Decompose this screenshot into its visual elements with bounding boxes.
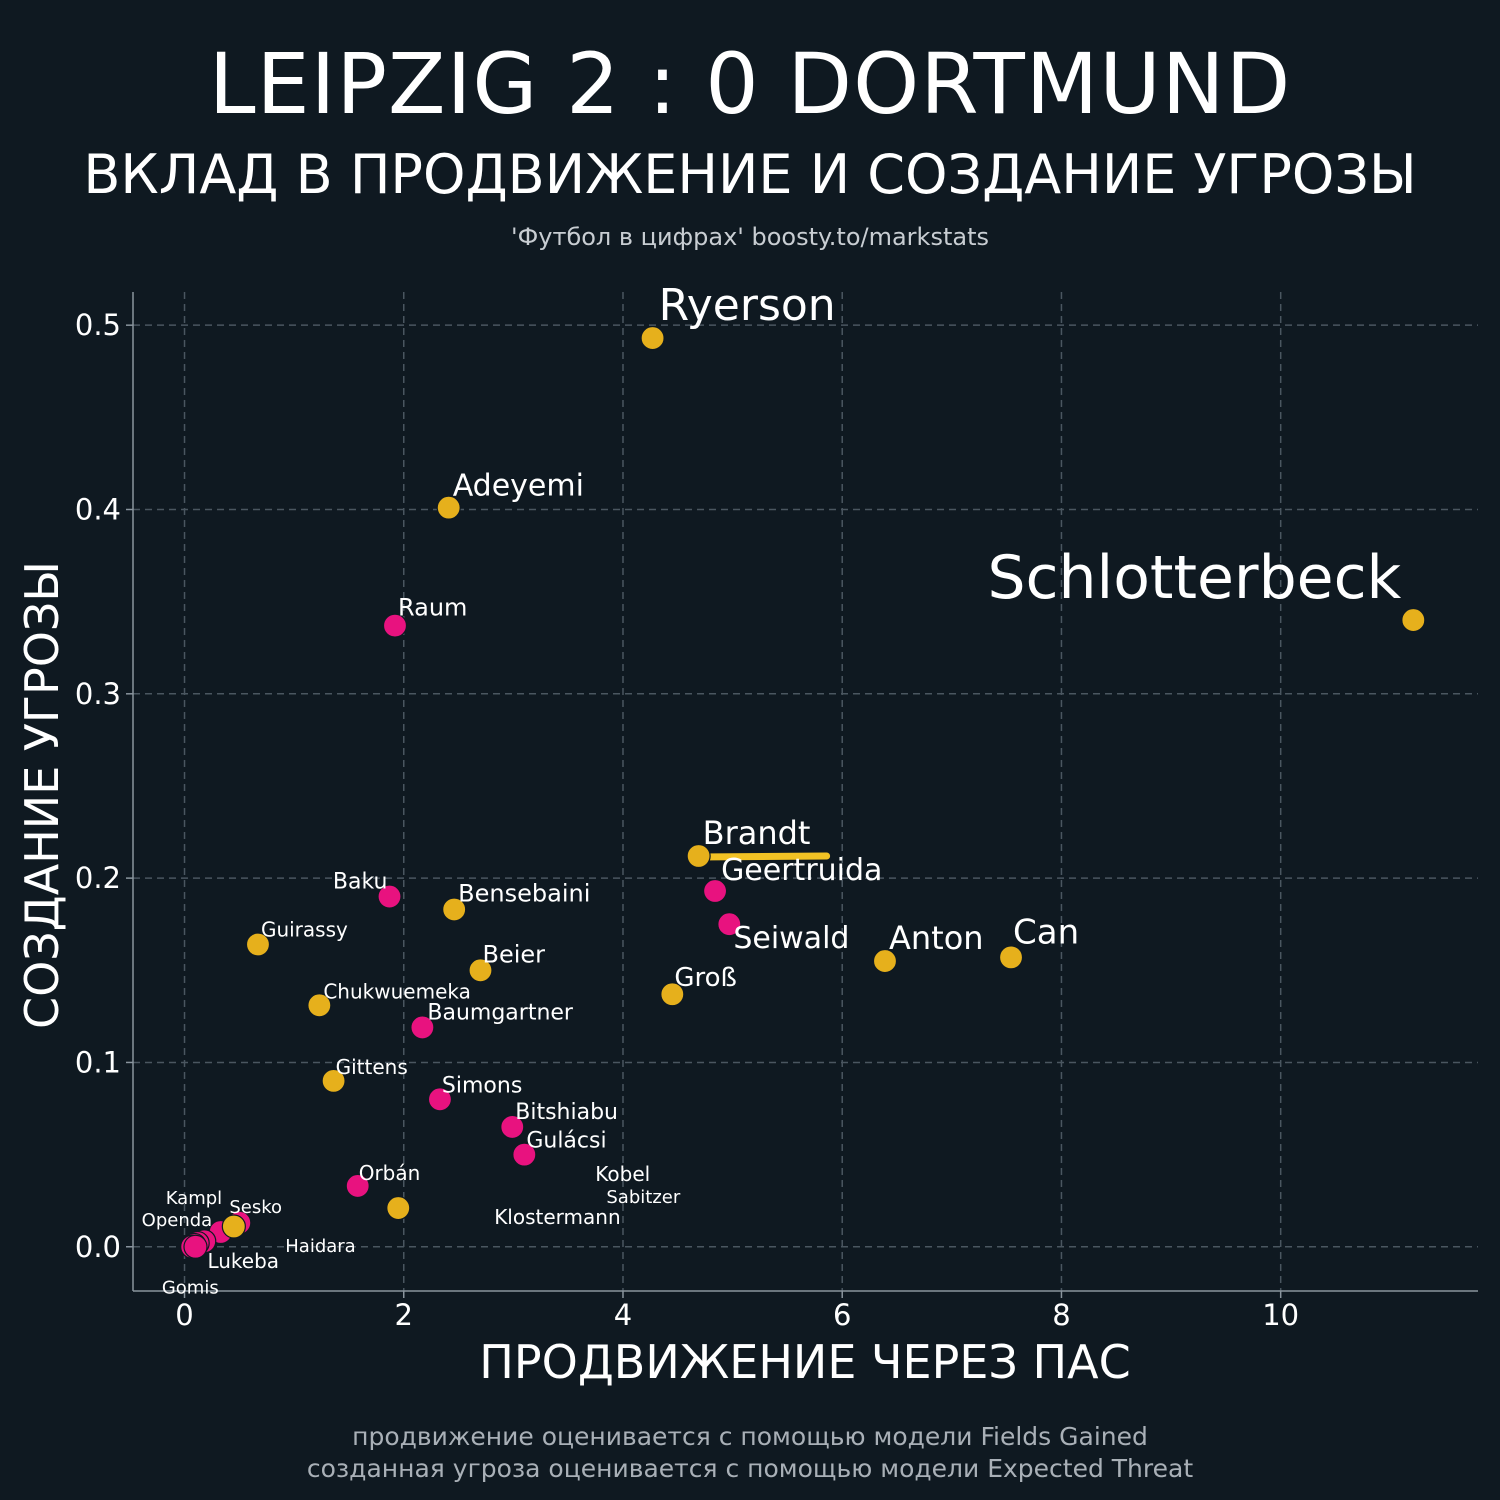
y-tick-label: 0.2	[75, 861, 121, 895]
label-guirassy: Guirassy	[261, 917, 348, 941]
label-orban: Orbán	[359, 1161, 421, 1185]
y-tick-label: 0.5	[75, 308, 121, 342]
point-bensebaini	[442, 897, 467, 922]
point-ryerson	[640, 325, 665, 351]
label-kobel: Kobel	[595, 1162, 650, 1186]
footnote-expected-threat: созданная угроза оценивается с помощью м…	[306, 1454, 1194, 1483]
x-tick-label: 6	[833, 1298, 851, 1332]
y-tick-label: 0.0	[75, 1230, 121, 1264]
point-simons	[427, 1087, 453, 1112]
label-klostermann: Klostermann	[494, 1205, 620, 1229]
point-chukwuemeka	[307, 993, 332, 1018]
grid	[133, 292, 1478, 1291]
label-openda: Openda	[142, 1210, 213, 1231]
label-gulacsi: Gulácsi	[526, 1129, 606, 1154]
label-gittens: Gittens	[336, 1055, 408, 1079]
x-tick-label: 0	[175, 1298, 193, 1332]
chart-subtitle: ВКЛАД В ПРОДВИЖЕНИЕ И СОЗДАНИЕ УГРОЗЫ	[83, 143, 1417, 206]
label-adeyemi: Adeyemi	[453, 469, 584, 504]
axes: 0 2 4 6 8 10 0.0 0.1 0.2 0.3 0.4 0.5	[75, 292, 1478, 1332]
label-kampl: Kampl	[166, 1188, 222, 1209]
label-schlotterbeck: Schlotterbeck	[987, 543, 1401, 613]
point-geertruida	[702, 878, 728, 904]
point-baku	[377, 884, 402, 909]
label-sabitzer: Sabitzer	[606, 1187, 680, 1208]
y-tick-label: 0.4	[75, 492, 121, 526]
points	[180, 325, 1426, 1259]
y-tick-label: 0.3	[75, 677, 121, 711]
point-gittens	[321, 1068, 346, 1093]
label-gomis: Gomis	[162, 1277, 219, 1298]
point-guirassy	[245, 932, 271, 957]
label-ryerson: Ryerson	[659, 280, 836, 331]
point-schlotterbeck	[1401, 607, 1426, 633]
point-gomis	[221, 1214, 246, 1239]
brandt-highlight-stroke	[695, 852, 831, 861]
y-tick-label: 0.1	[75, 1045, 121, 1079]
point-adeyemi	[436, 495, 461, 520]
point-can	[998, 945, 1024, 970]
label-haidara: Haidara	[285, 1236, 355, 1257]
point-kobel	[386, 1195, 411, 1221]
label-seiwald: Seiwald	[733, 921, 849, 956]
chart-title: LEIPZIG 2 : 0 DORTMUND	[208, 35, 1292, 133]
x-tick-label: 8	[1052, 1298, 1070, 1332]
label-bitshiabu: Bitshiabu	[515, 1100, 618, 1125]
label-baku: Baku	[333, 870, 388, 895]
label-anton: Anton	[889, 919, 984, 957]
label-brandt: Brandt	[703, 814, 811, 852]
footnote-fields-gained: продвижение оценивается с помощью модели…	[352, 1422, 1148, 1451]
x-tick-label: 10	[1262, 1298, 1299, 1332]
point-raum	[382, 613, 408, 638]
point-seiwald	[717, 912, 742, 937]
label-lukeba: Lukeba	[207, 1249, 279, 1273]
point-bitshiabu	[500, 1114, 525, 1140]
label-sesko: Sesko	[229, 1197, 282, 1218]
point-brandt	[686, 843, 711, 869]
label-geertruida: Geertruida	[721, 853, 882, 888]
label-gross: Groß	[674, 963, 737, 993]
point-lukeba	[183, 1234, 208, 1259]
x-tick-label: 4	[614, 1298, 632, 1332]
x-axis-label: ПРОДВИЖЕНИЕ ЧЕРЕЗ ПАС	[479, 1335, 1130, 1389]
point-beier	[468, 958, 493, 983]
label-chukwuemeka: Chukwuemeka	[323, 979, 471, 1003]
label-raum: Raum	[398, 594, 467, 622]
y-axis-label: СОЗДАНИЕ УГРОЗЫ	[15, 561, 69, 1029]
point-baumgartner	[410, 1015, 435, 1040]
label-baumgartner: Baumgartner	[427, 1000, 574, 1025]
label-beier: Beier	[482, 940, 545, 968]
x-tick-label: 2	[395, 1298, 413, 1332]
label-can: Can	[1013, 912, 1079, 952]
point-anton	[872, 948, 898, 974]
annotation-layer	[695, 852, 831, 861]
point-gulacsi	[512, 1142, 537, 1167]
point-labels: Ryerson Adeyemi Schlotterbeck Brandt Benseba…	[142, 280, 1402, 1298]
label-bensebaini: Bensebaini	[458, 879, 590, 907]
point-orban	[345, 1173, 370, 1199]
point-gross	[660, 982, 685, 1007]
chart-credit: 'Футбол в цифрах' boosty.to/markstats	[511, 223, 989, 251]
label-simons: Simons	[442, 1073, 522, 1098]
